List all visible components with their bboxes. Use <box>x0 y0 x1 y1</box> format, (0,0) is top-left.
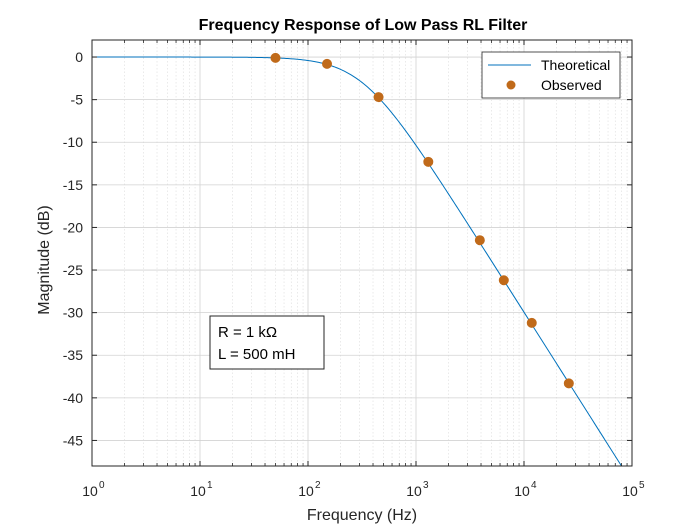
annotation-inductance: L = 500 mH <box>218 346 295 363</box>
x-tick-exponent: 0 <box>99 480 105 491</box>
x-tick-label: 10 <box>622 483 638 499</box>
x-tick-label: 10 <box>514 483 530 499</box>
x-tick-label: 10 <box>406 483 422 499</box>
x-tick-exponent: 1 <box>207 480 213 491</box>
observed-point <box>498 275 509 286</box>
x-tick-labels: 10 0 10 1 10 2 10 3 10 4 10 5 <box>82 480 645 499</box>
chart-title: Frequency Response of Low Pass RL Filter <box>199 17 528 34</box>
tick-marks <box>91 40 633 466</box>
y-tick-label: 0 <box>75 49 83 65</box>
x-tick-label: 10 <box>82 483 98 499</box>
y-tick-label: -10 <box>63 134 83 150</box>
y-tick-label: -25 <box>63 262 83 278</box>
y-tick-label: -15 <box>63 177 83 193</box>
y-tick-label: -5 <box>71 92 84 108</box>
series-layer <box>92 52 623 466</box>
y-tick-label: -35 <box>63 347 83 363</box>
x-tick-exponent: 3 <box>423 480 429 491</box>
annotation-box <box>209 315 325 370</box>
observed-point <box>474 235 485 246</box>
x-tick-exponent: 4 <box>531 480 537 491</box>
observed-point <box>526 317 537 328</box>
legend-box <box>481 51 621 99</box>
legend-observed-label: Observed <box>541 77 602 93</box>
x-tick-exponent: 2 <box>315 480 321 491</box>
x-tick-exponent: 5 <box>639 480 645 491</box>
observed-point <box>373 92 384 103</box>
plot-area: 10 0 10 1 10 2 10 3 10 4 10 5 0-5-10-15-20-25-30-35… <box>63 39 645 499</box>
legend-observed-swatch <box>506 80 516 90</box>
observed-point <box>563 378 574 389</box>
annotation-resistance: R = 1 kΩ <box>218 324 277 341</box>
legend: Theoretical Observed <box>481 51 621 99</box>
y-tick-label: -30 <box>63 305 83 321</box>
y-tick-label: -20 <box>63 219 83 235</box>
minor-grid <box>124 40 628 466</box>
major-grid <box>92 40 632 466</box>
legend-theoretical-label: Theoretical <box>541 57 610 73</box>
y-axis-label: Magnitude (dB) <box>36 205 53 314</box>
y-tick-labels: 0 -5 -10 -15 -20 -25 -30 -35 -40 -45 <box>63 49 83 448</box>
x-axis-label: Frequency (Hz) <box>307 507 417 524</box>
y-tick-label: -45 <box>63 432 83 448</box>
theoretical-curve <box>92 56 623 466</box>
observed-point <box>322 58 333 69</box>
observed-point <box>423 156 434 167</box>
x-tick-label: 10 <box>190 483 206 499</box>
parameter-annotation: R = 1 kΩ L = 500 mH <box>209 315 325 370</box>
y-tick-label: -40 <box>63 390 83 406</box>
observed-point <box>270 52 281 63</box>
axes-background <box>92 40 632 466</box>
axes-box <box>91 39 633 467</box>
x-tick-label: 10 <box>298 483 314 499</box>
